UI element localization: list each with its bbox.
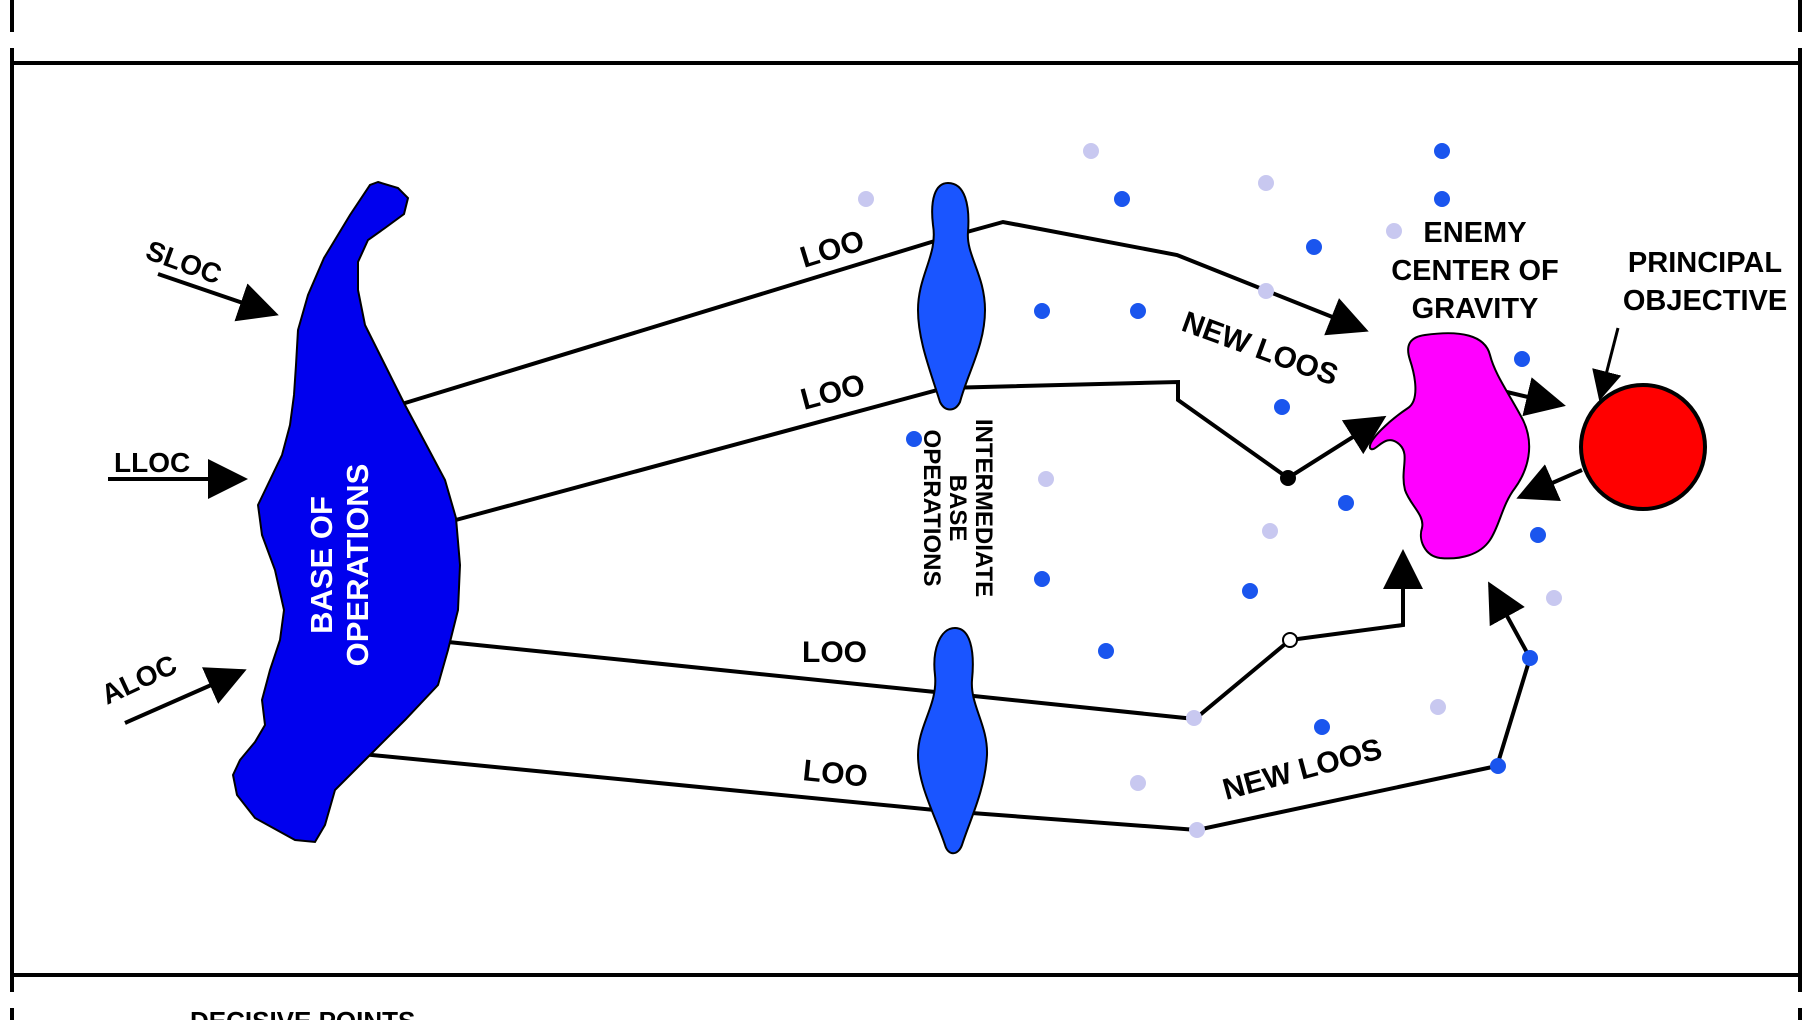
decisive-point-dot [1514, 351, 1530, 367]
decisive-point-dot [1083, 143, 1099, 159]
decisive-point-dot [1546, 590, 1562, 606]
decisive-point-dot [1314, 719, 1330, 735]
intermediate-label-line3: OPERATIONS [918, 430, 945, 587]
principal-label-line2: OBJECTIVE [1623, 285, 1787, 317]
decisive-point-dot [1274, 399, 1290, 415]
base-of-operations-shape [231, 180, 462, 844]
decisive-point-dot [1522, 650, 1538, 666]
sloc-arrow [157, 272, 279, 322]
loo-nodes [1280, 470, 1298, 648]
decisive-point-dot [1038, 471, 1054, 487]
diagram-frame [10, 0, 1802, 1020]
decisive-points-legend-label: DECISIVE POINTS [190, 1006, 415, 1020]
decisive-point-dot [1189, 822, 1205, 838]
principal-objective-pointer [1592, 327, 1622, 401]
decisive-point-dots [858, 143, 1562, 838]
decisive-point-dot [1242, 583, 1258, 599]
base-label-line1: BASE OF [304, 496, 339, 634]
decisive-point-dot [1034, 571, 1050, 587]
node-white [1282, 632, 1298, 648]
intermediate-base-shape-top [916, 181, 987, 411]
decisive-point-dot [1530, 527, 1546, 543]
intermediate-label-line1: INTERMEDIATE [970, 419, 997, 597]
enemy-label-line2: CENTER OF [1391, 255, 1559, 287]
decisive-point-dot [1186, 710, 1202, 726]
base-of-operations-label: BASE OF OPERATIONS [304, 464, 375, 667]
intermediate-label-line2: BASE [944, 475, 971, 542]
decisive-point-dot [906, 431, 922, 447]
base-label-line2: OPERATIONS [340, 464, 375, 667]
principal-label-line1: PRINCIPAL [1628, 247, 1782, 279]
intermediate-base-shape-bottom [916, 626, 989, 855]
decisive-point-dot [1262, 523, 1278, 539]
enemy-center-of-gravity-shape [1368, 332, 1531, 560]
loo-line-2 [451, 379, 1387, 523]
principal-objective-circle [1579, 383, 1707, 511]
loo-label-1: LOO [796, 224, 868, 275]
enemy-label-line3: GRAVITY [1412, 293, 1539, 325]
decisive-point-dot [1130, 775, 1146, 791]
objective-to-enemy-arrow [1516, 464, 1583, 501]
loc-arrows [108, 272, 1622, 725]
intermediate-base-label: INTERMEDIATE BASE OPERATIONS [918, 419, 997, 597]
decisive-point-dot [1434, 191, 1450, 207]
decisive-point-dot [1434, 143, 1450, 159]
node-black [1280, 470, 1296, 486]
decisive-point-dot [1098, 643, 1114, 659]
new-loos-label-top: NEW LOOS [1178, 306, 1343, 393]
decisive-point-dot [1034, 303, 1050, 319]
loo-label-3: LOO [802, 636, 867, 669]
decisive-point-dot [1130, 303, 1146, 319]
loo-label-4: LOO [801, 754, 869, 794]
loo-line-1 [391, 219, 1369, 409]
enemy-center-of-gravity-label: ENEMY CENTER OF GRAVITY [1391, 217, 1559, 325]
decisive-point-dot [1490, 758, 1506, 774]
decisive-point-dot [858, 191, 874, 207]
aloc-label: ALOC [96, 649, 181, 711]
lloc-label: LLOC [114, 447, 190, 478]
decisive-point-dot [1430, 699, 1446, 715]
decisive-point-dot [1306, 239, 1322, 255]
enemy-label-line1: ENEMY [1423, 217, 1526, 249]
decisive-point-dot [1258, 175, 1274, 191]
principal-objective-label: PRINCIPAL OBJECTIVE [1623, 247, 1787, 317]
loo-lines [361, 219, 1583, 833]
aloc-arrow [124, 667, 247, 725]
decisive-point-dot [1338, 495, 1354, 511]
decisive-point-dot [1258, 283, 1274, 299]
decisive-point-dot [1114, 191, 1130, 207]
loo-line-4 [361, 581, 1533, 833]
loo-line-3 [447, 549, 1423, 722]
decisive-point-dot [1386, 223, 1402, 239]
